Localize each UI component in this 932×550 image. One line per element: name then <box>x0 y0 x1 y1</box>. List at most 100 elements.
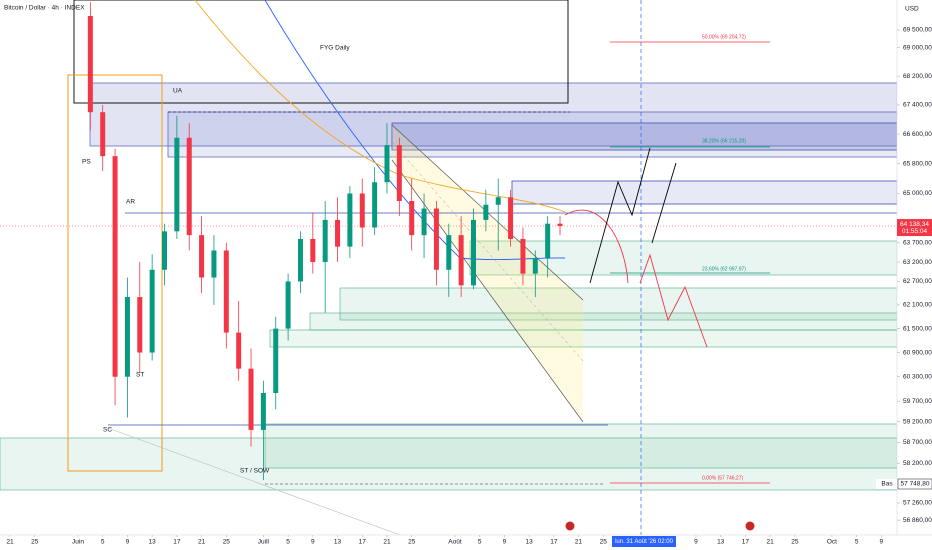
candle-body <box>236 332 242 369</box>
y-tick-label: 67 400,00 <box>903 102 932 109</box>
demand-zone <box>309 312 898 331</box>
countdown: 01:55:04 <box>902 228 928 235</box>
supply-zone <box>89 82 898 147</box>
x-tick-label: 9 <box>694 539 698 546</box>
price-axis <box>897 0 932 550</box>
x-tick-label: Juill <box>258 539 270 546</box>
candle-body <box>384 145 390 183</box>
candle-body <box>347 193 353 247</box>
y-tick-label: 57 260,00 <box>903 500 932 507</box>
y-tick-label: 68 200,00 <box>903 73 932 80</box>
candle-body <box>545 223 551 259</box>
candle-body <box>248 368 254 430</box>
x-tick-label: 17 <box>359 539 367 546</box>
low-price-box <box>897 478 932 490</box>
x-tick-label: 17 <box>550 539 558 546</box>
demand-zone <box>264 423 898 469</box>
event-icon[interactable] <box>744 520 756 532</box>
x-tick-label: 13 <box>717 539 725 546</box>
x-tick-label: 13 <box>334 539 342 546</box>
candle-body <box>149 269 155 353</box>
fib-label: 50,00% (69 204,72) <box>702 34 746 40</box>
candle-body <box>396 145 402 201</box>
candle-body <box>137 297 143 353</box>
y-tick-label: 56 860,00 <box>903 517 932 524</box>
range-box <box>67 74 163 472</box>
moving-average <box>194 0 566 213</box>
annotation: AR <box>126 199 135 206</box>
annotation: PS <box>82 159 91 166</box>
annotation: UA <box>173 88 183 95</box>
annotation: ST <box>136 372 144 379</box>
x-tick-label: 9 <box>311 539 315 546</box>
demand-zone <box>339 287 898 321</box>
x-tick-label: 21 <box>198 539 206 546</box>
candle-body <box>199 235 205 278</box>
low-marker-bg <box>876 479 897 489</box>
y-tick-label: 66 600,00 <box>903 131 932 138</box>
x-tick-label: 5 <box>855 539 859 546</box>
candle-body <box>112 156 118 377</box>
event-icon[interactable] <box>564 520 576 532</box>
last-price: 64 138,34 <box>900 221 929 228</box>
y-tick-label: 59 200,00 <box>903 418 932 425</box>
currency: USD <box>905 6 919 13</box>
trend-line <box>107 427 401 536</box>
candle-body <box>458 235 464 286</box>
candle-body <box>421 208 427 236</box>
symbol-title: Bitcoin / Dollar · 4h · INDEX <box>4 5 85 12</box>
candle-body <box>433 208 439 270</box>
x-tick-label: 21 <box>767 539 775 546</box>
candle-body <box>87 16 93 113</box>
last-price-box <box>897 219 932 237</box>
supply-zone <box>391 122 898 151</box>
projection <box>639 253 708 348</box>
candles <box>0 2 897 481</box>
candle-body <box>520 238 526 274</box>
candle-body <box>285 281 291 329</box>
fib-label: 38,20% (66 215,20) <box>702 138 746 144</box>
x-tick-label: 13 <box>149 539 157 546</box>
annotation: FYG Daily <box>320 45 350 52</box>
y-tick-label: 61 500,00 <box>903 325 932 332</box>
y-tick-label: 62 100,00 <box>903 302 932 309</box>
supply-zone <box>167 111 898 158</box>
y-tick-label: 69 000,00 <box>903 44 932 51</box>
moving-average <box>264 0 566 261</box>
y-tick-label: 60 300,00 <box>903 373 932 380</box>
x-tick-label: 25 <box>408 539 416 546</box>
y-tick-label: 63 200,00 <box>903 259 932 266</box>
channel-mid <box>391 141 584 362</box>
projection <box>564 209 629 284</box>
y-tick-label: 65 800,00 <box>903 160 932 167</box>
low-marker: Bas <box>881 481 893 488</box>
candle-body <box>260 392 266 430</box>
x-tick-label: 25 <box>600 539 608 546</box>
projection <box>651 162 677 244</box>
x-tick-label: 9 <box>880 539 884 546</box>
candle-body <box>211 250 217 278</box>
candle-body <box>470 219 476 286</box>
annotation: SC <box>103 427 112 434</box>
axes: 69 500,00 69 000,00 68 200,00 67 400,00 66 6… <box>6 27 932 546</box>
x-tick-label: 21 <box>383 539 391 546</box>
candle-body <box>372 182 378 228</box>
candle-body <box>174 137 180 232</box>
projection <box>589 147 651 284</box>
candle-body <box>409 200 415 236</box>
fib-label: 0,00% (57 746,27) <box>702 475 743 481</box>
supply-zone <box>511 180 898 205</box>
candle-body <box>532 258 538 274</box>
candle-body <box>359 193 365 228</box>
x-tick-label: 25 <box>31 539 39 546</box>
candle-body <box>322 219 328 263</box>
candle-body <box>223 250 229 333</box>
candle-body <box>483 204 489 220</box>
channel-fill <box>392 125 583 422</box>
x-tick-label: 5 <box>478 539 482 546</box>
x-tick-label: 25 <box>791 539 799 546</box>
y-tick-label: 60 900,00 <box>903 349 932 356</box>
low-price: 57 748,80 <box>901 481 930 488</box>
x-tick-label: 9 <box>126 539 130 546</box>
